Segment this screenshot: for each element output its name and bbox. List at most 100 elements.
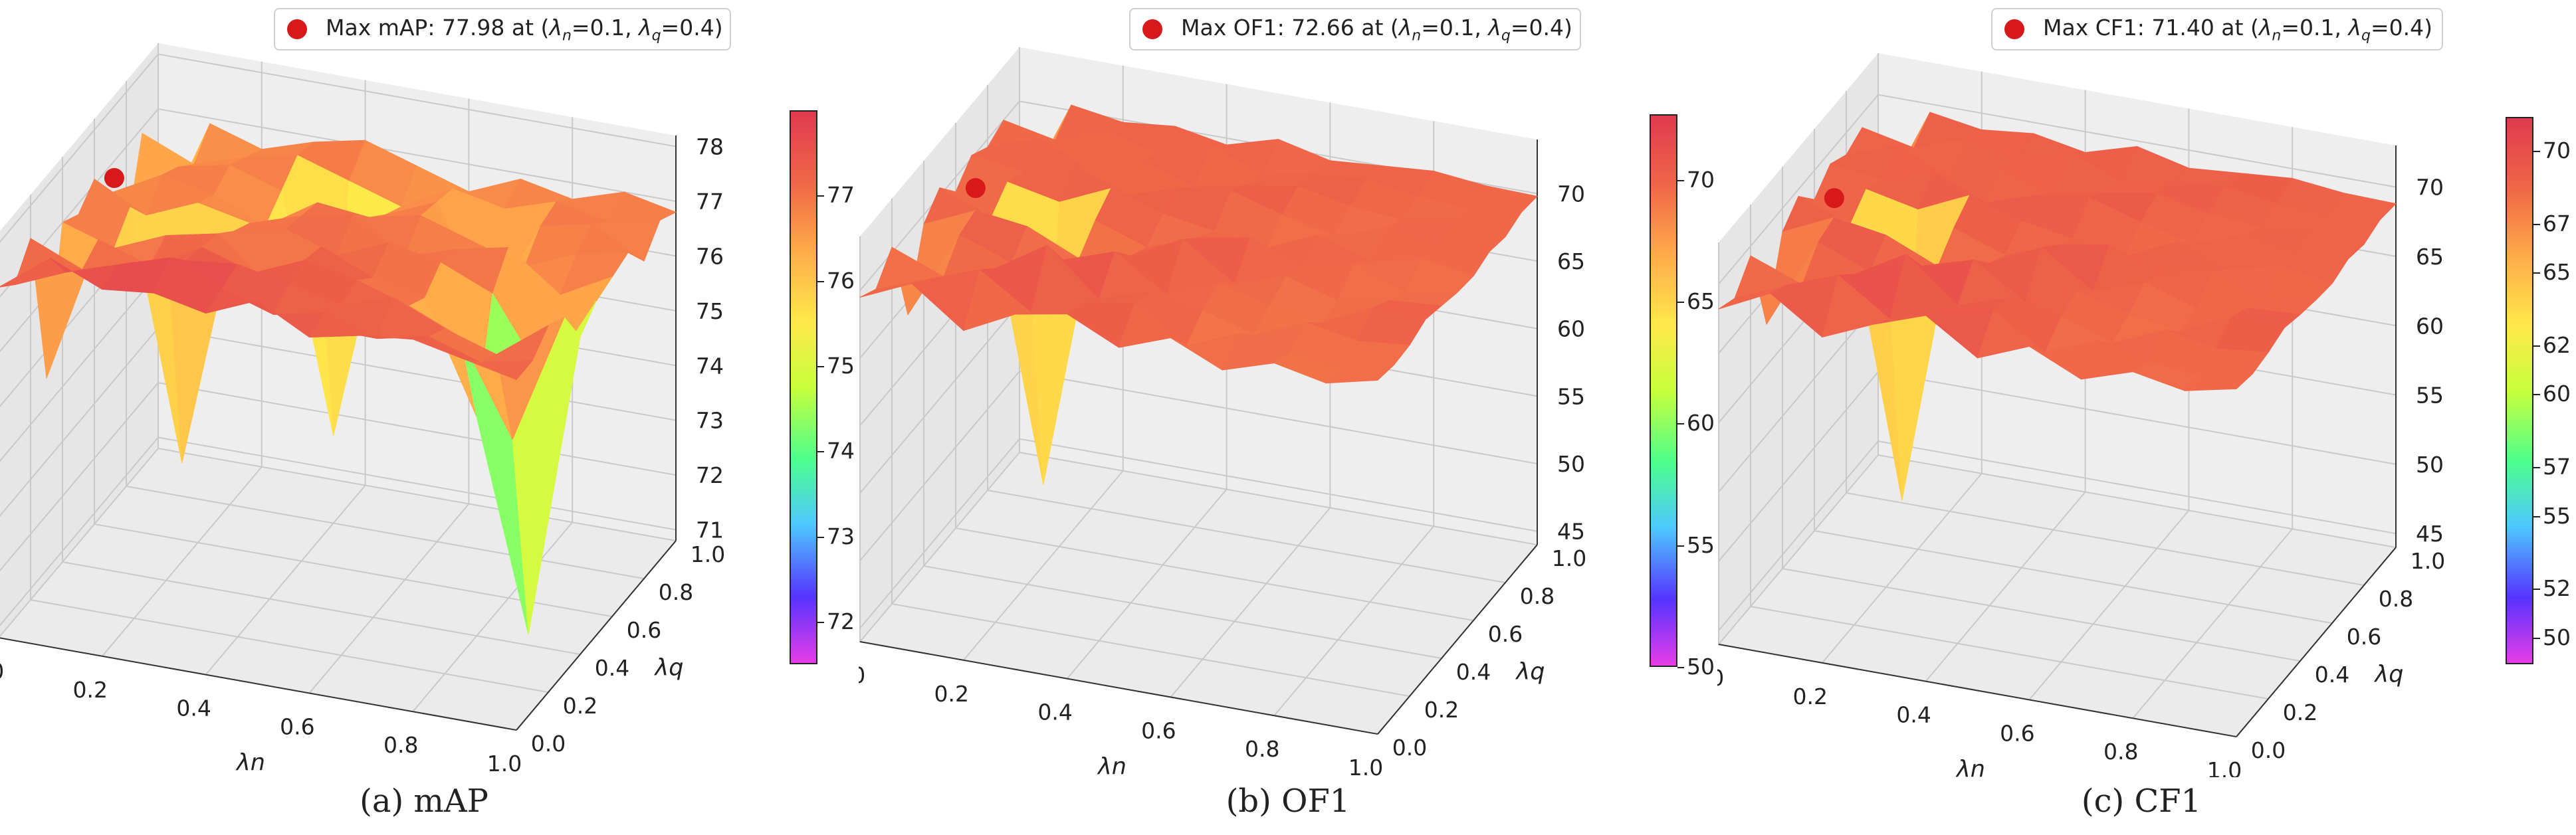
x-tick-label: 0.4: [176, 696, 211, 721]
colorbar-tick-mark: [1677, 423, 1684, 425]
z-tick-label: 74: [696, 353, 724, 379]
max-marker-legend-icon: [2004, 19, 2024, 39]
grid-line: [1718, 440, 2397, 631]
legend-label: Max mAP: 77.98 at (λn=0.1, λq=0.4): [326, 14, 723, 45]
colorbar-tick-mark: [817, 621, 824, 623]
y-tick-label: 0.2: [2283, 699, 2317, 725]
max-marker-legend-icon: [1142, 19, 1162, 39]
z-tick-label: 55: [1557, 383, 1585, 409]
surface-patch: [464, 359, 533, 380]
x-tick-label: 0.8: [2103, 739, 2138, 765]
colorbar-tick-label: 60: [2543, 381, 2571, 407]
grid-line: [859, 370, 1538, 561]
surface-plot-map: 0.00.20.40.60.81.00.00.20.40.60.81.07172…: [0, 43, 725, 777]
x-tick-label: 1.0: [1348, 755, 1383, 777]
x-tick-label: 1.0: [487, 751, 522, 777]
x-tick-label: 0.2: [73, 677, 108, 703]
colorbar-tick-mark: [817, 536, 824, 538]
panel-map: 0.00.20.40.60.81.00.00.20.40.60.81.07172…: [0, 0, 859, 835]
x-axis-line: [0, 637, 517, 731]
colorbar-tick-mark: [2533, 637, 2540, 639]
grid-line: [1718, 94, 2397, 285]
colorbar-map: [790, 110, 817, 664]
z-tick-label: 45: [1557, 519, 1585, 545]
caption-of1: (b) OF1: [1226, 783, 1350, 820]
y-tick-label: 0.6: [1488, 621, 1523, 647]
y-tick-label: 0.8: [659, 579, 693, 605]
z-tick-label: 77: [696, 189, 724, 215]
y-tick-label: 0.0: [2251, 737, 2286, 763]
colorbar-tick-label: 65: [1687, 288, 1715, 315]
y-tick-label: 0.4: [595, 655, 629, 681]
legend-label: Max OF1: 72.66 at (λn=0.1, λq=0.4): [1181, 14, 1572, 45]
surface-patch: [2184, 373, 2253, 391]
surface-patch: [1325, 365, 1394, 384]
grid-line: [0, 53, 677, 243]
colorbar-tick-label: 55: [1687, 531, 1715, 558]
colorbar-tick-label: 60: [1687, 410, 1715, 436]
colorbar-tick-mark: [2533, 272, 2540, 274]
grid-line: [1750, 205, 2269, 700]
colorbar-tick-label: 70: [2543, 138, 2571, 164]
colorbar-tick-mark: [1677, 302, 1684, 304]
colorbar-tick-label: 52: [2543, 575, 2571, 602]
colorbar-tick-mark: [2533, 224, 2540, 226]
y-tick-label: 0.2: [1424, 697, 1459, 723]
colorbar-cf1: [2506, 117, 2533, 664]
y-tick-label: 0.4: [2315, 662, 2349, 688]
z-tick-label: 73: [696, 408, 724, 434]
x-tick-label: 0.8: [1245, 736, 1279, 762]
x-axis-label: λn: [235, 750, 265, 777]
z-tick-label: 50: [2416, 452, 2444, 478]
colorbar-tick-label: 50: [1687, 654, 1715, 680]
x-tick-label: 0.0: [859, 662, 865, 688]
z-tick-label: 78: [696, 134, 724, 160]
z-tick-label: 55: [2416, 383, 2444, 409]
legend-map: Max mAP: 77.98 at (λn=0.1, λq=0.4): [274, 8, 731, 50]
colorbar-tick-label: 72: [827, 608, 855, 634]
colorbar-tick-label: 70: [1687, 166, 1715, 193]
x-tick-label: 0.6: [1141, 717, 1176, 743]
colorbar-tick-label: 57: [2543, 454, 2571, 480]
y-axis-label: λq: [654, 655, 684, 682]
z-tick-label: 70: [1557, 181, 1585, 207]
grid-line: [30, 195, 549, 694]
colorbar-tick-label: 50: [2543, 624, 2571, 650]
x-tick-label: 0.6: [280, 713, 314, 739]
x-axis-label: λn: [1097, 754, 1127, 777]
colorbar-tick-mark: [2533, 589, 2540, 591]
surface-plot-of1: 0.00.20.40.60.81.00.00.20.40.60.81.04550…: [859, 47, 1586, 777]
colorbar-tick-mark: [817, 365, 824, 367]
x-tick-label: 0.6: [2000, 720, 2034, 746]
colorbar-tick-mark: [817, 280, 824, 282]
y-tick-label: 0.2: [563, 693, 597, 719]
colorbar-tick-label: 75: [827, 352, 855, 379]
caption-map: (a) mAP: [360, 783, 488, 820]
max-marker: [104, 168, 124, 189]
y-tick-label: 1.0: [691, 541, 725, 567]
grid-line: [859, 100, 1538, 291]
legend-cf1: Max CF1: 71.40 at (λn=0.1, λq=0.4): [1991, 8, 2443, 50]
grid-line: [891, 199, 1410, 697]
x-tick-label: 0.4: [1037, 699, 1072, 725]
colorbar-tick-label: 65: [2543, 259, 2571, 286]
y-tick-label: 0.0: [531, 731, 566, 757]
colorbar-tick-mark: [2533, 151, 2540, 153]
colorbar-tick-mark: [1677, 545, 1684, 547]
colorbar-tick-label: 55: [2543, 502, 2571, 529]
x-axis-line: [1718, 644, 2237, 738]
x-tick-label: 0.4: [1896, 702, 1931, 728]
legend-label: Max CF1: 71.40 at (λn=0.1, λq=0.4): [2043, 14, 2432, 45]
colorbar-tick-label: 62: [2543, 332, 2571, 359]
grid-line: [859, 438, 1538, 629]
y-axis-line: [516, 540, 677, 731]
x-axis-line: [859, 641, 1378, 735]
z-tick-label: 71: [696, 517, 724, 543]
y-axis-line: [1377, 544, 1538, 735]
colorbar-tick-label: 73: [827, 523, 855, 549]
z-tick-label: 60: [2416, 313, 2444, 339]
surface-plot-cf1: 0.00.20.40.60.81.00.00.20.40.60.81.04550…: [1717, 53, 2445, 777]
y-tick-label: 1.0: [1552, 545, 1586, 571]
floor-pane: [860, 452, 1537, 735]
colorbar-tick-mark: [817, 451, 824, 453]
